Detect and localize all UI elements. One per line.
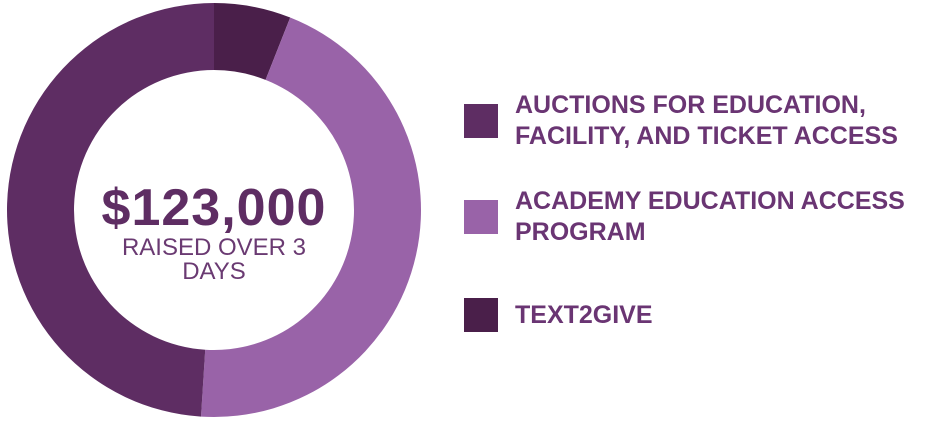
total-amount: $123,000	[101, 179, 327, 237]
legend-item: TEXT2GIVE	[464, 298, 930, 332]
donut-chart	[7, 3, 421, 418]
legend-swatch	[464, 200, 498, 234]
legend-swatch	[464, 298, 498, 332]
total-caption: RAISED OVER 3 DAYS	[121, 234, 307, 285]
legend-swatch	[464, 104, 498, 138]
legend-label: ACADEMY EDUCATION ACCESS PROGRAM	[515, 187, 905, 246]
legend-label: TEXT2GIVE	[515, 300, 653, 329]
donut-segment	[214, 3, 291, 80]
legend-item: ACADEMY EDUCATION ACCESS PROGRAM	[464, 186, 930, 248]
legend-label: AUCTIONS FOR EDUCATION, FACILITY, AND TI…	[515, 91, 898, 150]
legend-item: AUCTIONS FOR EDUCATION, FACILITY, AND TI…	[464, 90, 930, 152]
donut-segment	[7, 3, 215, 417]
donut-segment	[201, 17, 421, 418]
center-text: $123,000 RAISED OVER 3 DAYS	[74, 180, 354, 284]
